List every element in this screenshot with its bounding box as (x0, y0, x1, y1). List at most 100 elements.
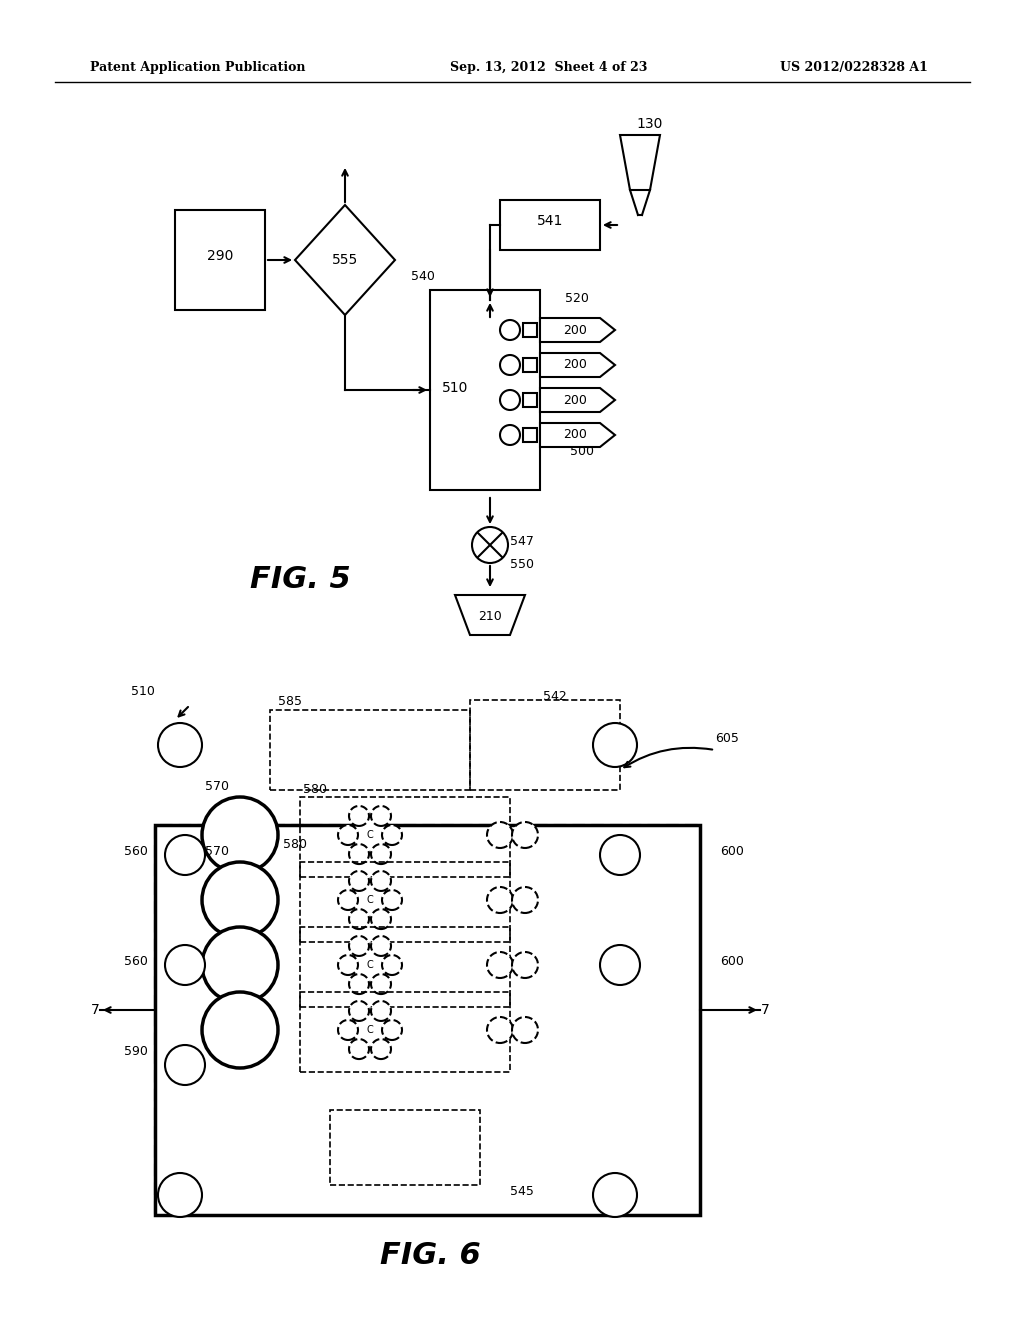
FancyBboxPatch shape (523, 358, 537, 372)
Text: 585: 585 (278, 696, 302, 708)
Text: 130: 130 (637, 117, 664, 131)
Circle shape (487, 1016, 513, 1043)
Text: 560: 560 (124, 845, 148, 858)
Text: 542: 542 (543, 690, 567, 704)
Bar (155, 825, 700, 1214)
Text: 510: 510 (441, 381, 468, 395)
Text: C: C (367, 895, 374, 906)
Text: 545: 545 (510, 1185, 534, 1199)
Text: 540: 540 (411, 271, 435, 282)
Text: 555: 555 (332, 253, 358, 267)
Circle shape (593, 723, 637, 767)
Text: US 2012/0228328 A1: US 2012/0228328 A1 (780, 62, 928, 74)
Text: 541: 541 (537, 214, 563, 228)
Text: 560: 560 (124, 954, 148, 968)
Polygon shape (540, 318, 615, 342)
Circle shape (352, 946, 388, 983)
Text: 500: 500 (570, 445, 594, 458)
Text: C: C (367, 1026, 374, 1035)
Circle shape (593, 1173, 637, 1217)
FancyBboxPatch shape (500, 201, 600, 249)
Circle shape (352, 882, 388, 917)
Circle shape (382, 1020, 402, 1040)
Text: 547: 547 (510, 535, 534, 548)
Circle shape (349, 936, 369, 956)
Text: 7: 7 (761, 1003, 769, 1016)
FancyBboxPatch shape (523, 428, 537, 442)
Circle shape (352, 1012, 388, 1048)
Text: 7: 7 (91, 1003, 99, 1016)
Polygon shape (455, 595, 525, 635)
Circle shape (500, 389, 520, 411)
Circle shape (371, 909, 391, 929)
Polygon shape (540, 422, 615, 447)
Text: FIG. 6: FIG. 6 (380, 1241, 480, 1270)
Text: 600: 600 (720, 845, 743, 858)
Text: 290: 290 (207, 249, 233, 263)
Polygon shape (540, 388, 615, 412)
Circle shape (165, 1045, 205, 1085)
Bar (300, 993, 510, 1072)
Circle shape (512, 887, 538, 913)
Circle shape (472, 527, 508, 564)
Bar (330, 1110, 480, 1185)
Circle shape (202, 993, 278, 1068)
Circle shape (349, 1039, 369, 1059)
Bar (300, 862, 510, 942)
Circle shape (487, 952, 513, 978)
Text: 605: 605 (715, 733, 739, 744)
Circle shape (600, 836, 640, 875)
Circle shape (349, 909, 369, 929)
Bar (470, 700, 620, 789)
FancyBboxPatch shape (523, 323, 537, 337)
Circle shape (371, 936, 391, 956)
Circle shape (352, 817, 388, 853)
Text: 200: 200 (563, 323, 587, 337)
Bar (270, 710, 470, 789)
Circle shape (338, 890, 358, 909)
FancyBboxPatch shape (523, 393, 537, 407)
Text: Sep. 13, 2012  Sheet 4 of 23: Sep. 13, 2012 Sheet 4 of 23 (450, 62, 647, 74)
Circle shape (338, 1020, 358, 1040)
Bar (155, 825, 700, 1214)
Circle shape (202, 862, 278, 939)
Circle shape (500, 355, 520, 375)
Circle shape (349, 1001, 369, 1020)
Polygon shape (540, 352, 615, 378)
Circle shape (349, 974, 369, 994)
Circle shape (382, 825, 402, 845)
Text: 200: 200 (563, 359, 587, 371)
Text: C: C (367, 960, 374, 970)
Bar (300, 797, 510, 876)
Circle shape (371, 843, 391, 865)
Text: 520: 520 (565, 292, 589, 305)
Circle shape (371, 1001, 391, 1020)
Text: 570: 570 (205, 845, 229, 858)
Circle shape (487, 887, 513, 913)
FancyBboxPatch shape (175, 210, 265, 310)
Circle shape (512, 1016, 538, 1043)
Circle shape (349, 871, 369, 891)
Circle shape (371, 974, 391, 994)
Circle shape (487, 822, 513, 847)
Circle shape (382, 954, 402, 975)
Text: Patent Application Publication: Patent Application Publication (90, 62, 305, 74)
Text: 580: 580 (283, 838, 307, 851)
Circle shape (500, 425, 520, 445)
Polygon shape (295, 205, 395, 315)
Text: 200: 200 (563, 429, 587, 441)
Circle shape (500, 319, 520, 341)
Circle shape (371, 807, 391, 826)
Circle shape (165, 945, 205, 985)
Circle shape (600, 945, 640, 985)
Circle shape (202, 927, 278, 1003)
Circle shape (371, 1039, 391, 1059)
Text: FIG. 5: FIG. 5 (250, 565, 350, 594)
Circle shape (349, 807, 369, 826)
FancyBboxPatch shape (430, 290, 540, 490)
Circle shape (382, 890, 402, 909)
Text: 570: 570 (205, 780, 229, 793)
Bar (300, 927, 510, 1007)
Circle shape (158, 1173, 202, 1217)
Circle shape (512, 822, 538, 847)
